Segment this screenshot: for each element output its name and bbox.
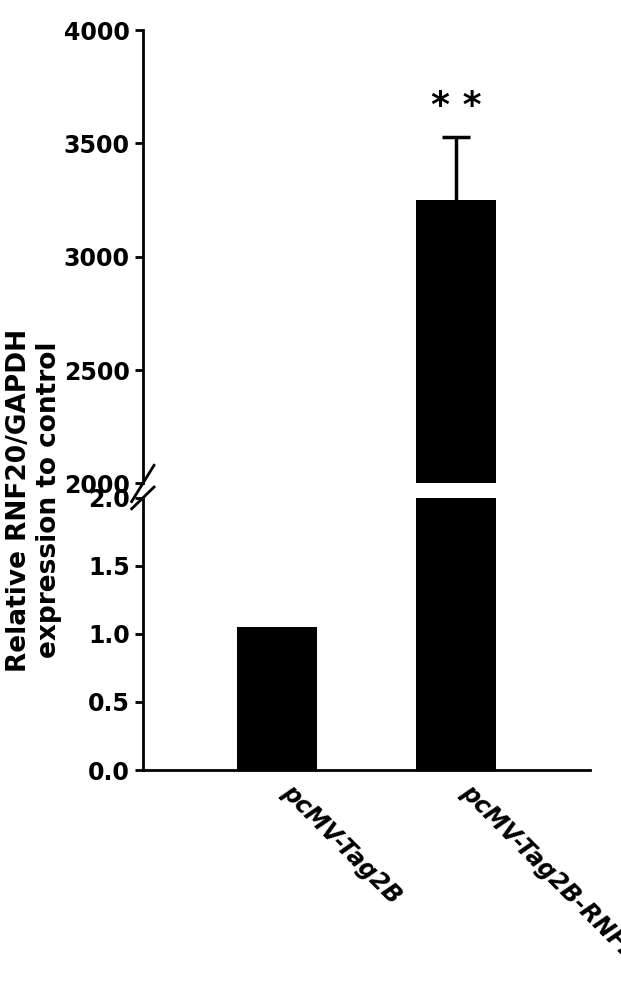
Bar	[415, 200, 496, 937]
Bar	[415, 498, 496, 770]
Bar	[237, 627, 317, 770]
Text: * *: * *	[430, 89, 481, 123]
Text: Relative RNF20/GAPDH
expression to control: Relative RNF20/GAPDH expression to contr…	[6, 328, 62, 672]
